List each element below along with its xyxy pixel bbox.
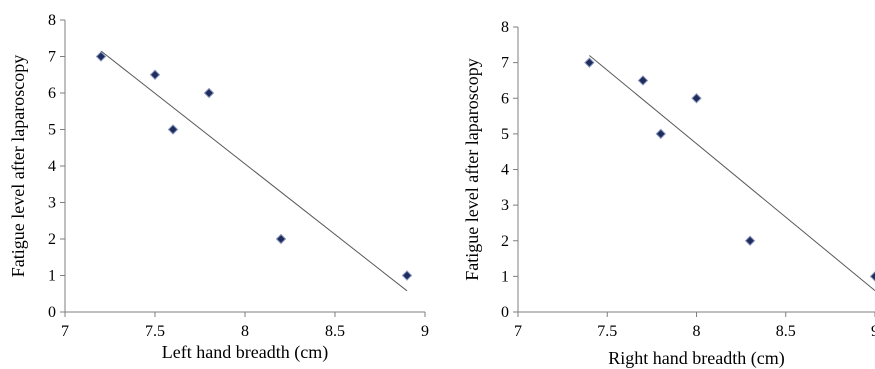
chart-right-hand-breadth: 0 1 2 3 4 5 6 7 8 7 7.5 8 8.5 9 Right hand breadth (… (462, 19, 875, 369)
data-point (275, 233, 287, 245)
y-tick-label: 8 (48, 12, 56, 29)
y-tick-label: 4 (501, 162, 509, 179)
y-tick-label: 1 (48, 268, 56, 285)
y-tick-label: 3 (501, 197, 509, 214)
y-tick-label: 5 (501, 126, 509, 143)
y-tick-label: 0 (48, 304, 56, 321)
data-point (584, 57, 595, 68)
x-tick-label: 9 (421, 323, 429, 340)
x-tick-label: 7 (514, 323, 522, 340)
data-point (637, 75, 649, 86)
x-tick-label: 7 (61, 323, 69, 340)
trendline (100, 50, 408, 292)
y-tick-label: 2 (501, 233, 509, 250)
x-tick-label: 8 (241, 323, 249, 340)
data-points (584, 57, 875, 282)
y-tick-label: 7 (501, 55, 509, 72)
y-tick-label: 4 (48, 158, 56, 175)
x-tick-label: 8.5 (325, 323, 345, 340)
y-tick-label: 3 (48, 195, 56, 212)
y-tick-labels: 0 1 2 3 4 5 6 7 8 (48, 12, 65, 321)
chart-left-hand-breadth: 0 1 2 3 4 5 6 7 8 7 7.5 8 8.5 9 Left hand breadth (c… (8, 12, 429, 363)
data-point (95, 51, 107, 62)
data-point (167, 124, 179, 135)
x-axis-title: Right hand breadth (cm) (608, 348, 784, 369)
x-tick-label: 7.5 (145, 323, 165, 340)
x-tick-labels: 7 7.5 8 8.5 9 (61, 312, 429, 340)
x-axis-title: Left hand breadth (cm) (162, 342, 328, 363)
x-tick-label: 9 (871, 323, 875, 340)
y-tick-label: 6 (501, 90, 509, 107)
y-tick-labels: 0 1 2 3 4 5 6 7 8 (501, 19, 518, 321)
data-point (655, 128, 667, 140)
data-points (95, 51, 413, 281)
data-point (744, 235, 756, 246)
y-tick-label: 1 (501, 268, 509, 285)
y-axis-title: Fatigue level after laparoscopy (462, 58, 482, 280)
trendline (589, 55, 875, 292)
y-tick-label: 8 (501, 19, 509, 36)
x-tick-label: 7.5 (597, 323, 617, 340)
data-point (401, 270, 413, 281)
x-tick-label: 8 (693, 323, 701, 340)
data-point (149, 69, 161, 80)
y-tick-label: 5 (48, 122, 56, 139)
x-tick-label: 8.5 (776, 323, 796, 340)
data-point (203, 87, 215, 99)
y-tick-label: 2 (48, 231, 56, 248)
y-tick-label: 6 (48, 85, 56, 102)
y-tick-label: 0 (501, 304, 509, 321)
y-axis-title: Fatigue level after laparoscopy (8, 55, 28, 277)
data-point (691, 93, 702, 104)
x-tick-labels: 7 7.5 8 8.5 9 (514, 312, 875, 340)
y-tick-label: 7 (48, 49, 56, 66)
data-point (869, 271, 875, 282)
